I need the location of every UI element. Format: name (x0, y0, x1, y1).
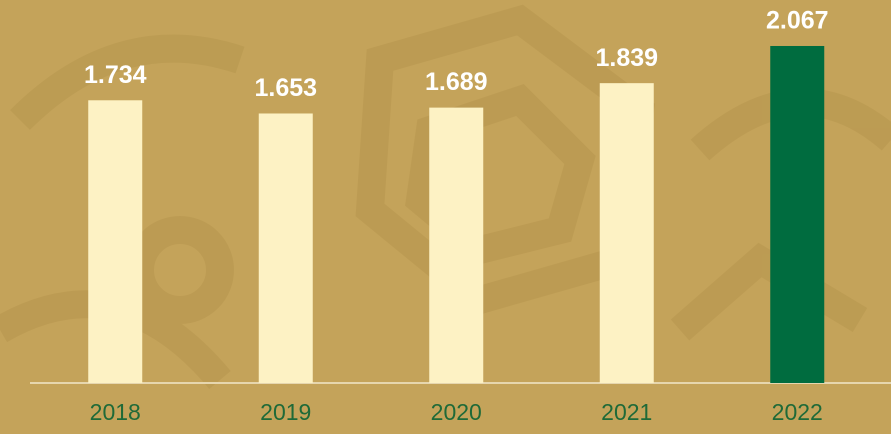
bar (599, 83, 654, 384)
x-tick-label: 2018 (90, 399, 141, 425)
bar (429, 107, 484, 383)
x-tick-label: 2021 (601, 399, 652, 425)
bar (258, 113, 313, 383)
value-label: 1.653 (254, 74, 317, 102)
value-label: 1.689 (425, 68, 488, 96)
bar (88, 100, 143, 384)
x-tick-label: 2019 (260, 399, 311, 425)
value-label: 1.734 (84, 61, 147, 89)
x-tick-label: 2022 (772, 399, 823, 425)
value-label: 2.067 (766, 7, 829, 35)
bar (770, 45, 825, 383)
value-label: 1.839 (595, 44, 658, 72)
x-tick-label: 2020 (431, 399, 482, 425)
